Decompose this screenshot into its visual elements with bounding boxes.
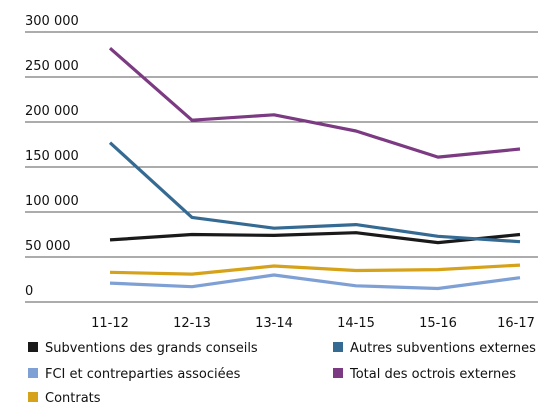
legend-swatch xyxy=(28,392,38,402)
series-line xyxy=(108,141,521,244)
x-tick-label: 11-12 xyxy=(91,316,129,331)
x-tick-label: 14-15 xyxy=(337,316,375,331)
legend-swatch xyxy=(333,368,343,378)
legend-label: Autres subventions externes xyxy=(350,341,536,356)
y-tick-label: 300 000 xyxy=(25,14,79,29)
legend-swatch xyxy=(333,342,343,352)
legend-swatch xyxy=(28,368,38,378)
series-line xyxy=(109,263,521,276)
legend-label: Subventions des grands conseils xyxy=(45,341,258,356)
x-tick-label: 13-14 xyxy=(255,316,293,331)
series-line xyxy=(109,231,521,245)
x-tick-label: 15-16 xyxy=(419,316,457,331)
legend-label: Total des octrois externes xyxy=(349,367,516,382)
series-line xyxy=(109,273,521,291)
series-line xyxy=(108,46,521,159)
legend-label: FCI et contreparties associées xyxy=(45,367,241,382)
legend-swatch xyxy=(28,342,38,352)
x-tick-label: 12-13 xyxy=(173,316,211,331)
y-tick-label: 150 000 xyxy=(25,149,79,164)
y-tick-label: 0 xyxy=(25,284,33,299)
y-tick-label: 250 000 xyxy=(25,59,79,74)
y-tick-label: 200 000 xyxy=(25,104,79,119)
x-tick-label: 16-17 xyxy=(497,316,535,331)
y-tick-label: 50 000 xyxy=(25,239,71,254)
y-tick-label: 100 000 xyxy=(25,194,79,209)
legend-label: Contrats xyxy=(45,391,101,403)
